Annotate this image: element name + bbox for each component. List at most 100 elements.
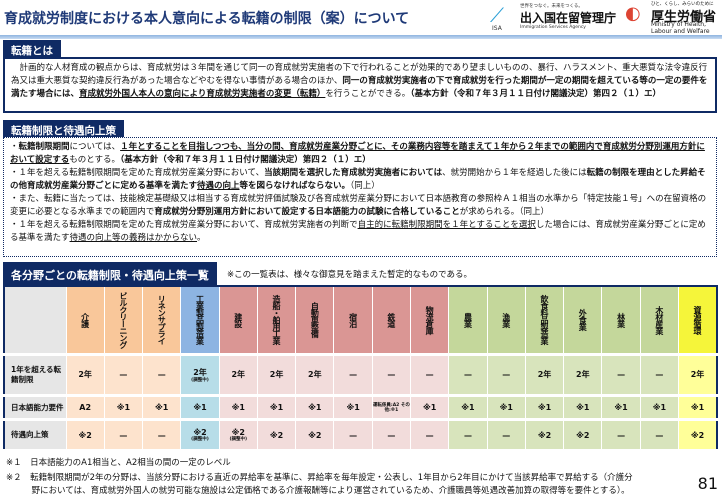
cell-value: 2年 <box>537 370 552 380</box>
cell-value: ※2 <box>690 430 705 440</box>
row-label: 待遇向上策 <box>4 419 67 452</box>
cell-value: ※1 <box>308 403 322 413</box>
mhlw-mark-icon: ◐ <box>625 3 641 24</box>
cell-value: — <box>349 430 358 440</box>
text: ・ <box>10 142 19 152</box>
isa-abbr: ISA <box>492 25 502 32</box>
table-cell: 2年 <box>66 354 105 398</box>
text: （基本方針（令和７年３月１１日付け閣議決定）第四２（１）エ） <box>410 89 661 99</box>
cell-value: ※1 <box>576 403 590 413</box>
cell-value: ※2 <box>308 430 322 440</box>
cell-value: — <box>157 370 166 380</box>
cell-value: ※2 <box>537 430 552 440</box>
table-cell: 2年 <box>257 354 297 398</box>
isa-name: 出入国在留管理庁 <box>520 11 617 25</box>
cell-value: ※1 <box>690 403 705 413</box>
cell-value: ※1 <box>499 403 513 413</box>
column-header: 農業 <box>448 286 488 356</box>
text: （基本方針（令和７年３月１１日付け閣議決定）第四２（１）エ） <box>120 155 371 165</box>
page-number: 81 <box>697 474 718 493</box>
table-cell: ※1 <box>295 395 335 422</box>
provisional-note: ※この一覧表は、様々な御意見を踏まえた暫定的なものである。 <box>227 270 473 280</box>
table-cell: ※1 <box>180 395 220 422</box>
cell-value: ※1 <box>346 403 360 413</box>
cell-value: — <box>157 430 166 440</box>
bullet-3: ・また、転籍に当たっては、技能検定基礎級又は相当する育成就労評価試験及び各育成就… <box>10 193 710 219</box>
cell-value: — <box>655 370 664 380</box>
cell-value: — <box>463 370 472 380</box>
text: については、 <box>69 142 121 152</box>
table-cell: ※1 <box>563 395 603 422</box>
cell-value: — <box>349 370 358 380</box>
footnote-2: ※２ 転籍制限期間が2年の分野は、当該分野における直近の昇給率を基準に、昇給率を… <box>6 473 633 483</box>
table-cell: — <box>142 354 182 398</box>
bullet-1: ・転籍制限期間については、１年とすることを目指しつつも、当分の間、育成就労産業分… <box>10 141 710 167</box>
text: 待遇の向上等の義務はかからない <box>69 233 198 243</box>
table-cell: ※2 <box>257 419 297 452</box>
column-header: 建設 <box>219 286 258 356</box>
table-cell: ※2 <box>295 419 335 452</box>
table-cell: — <box>410 354 450 398</box>
table-cell: ※1 <box>104 395 144 422</box>
table-cell: ※2 <box>563 419 603 452</box>
table-cell: ※1 <box>601 395 641 422</box>
cell-value: 2年 <box>308 370 322 380</box>
text: 等を図らなければならない。 <box>239 181 351 191</box>
cell-value: — <box>119 370 128 380</box>
isa-mark-icon: ⟋ <box>490 3 504 27</box>
table-cell: ※1 <box>257 395 297 422</box>
cell-subnote: (調整中) <box>191 437 209 443</box>
cell-value: ※1 <box>155 403 169 413</box>
footnote-2-cont: 野においては、育成就労外国人の就労可能な施設は公定価格である介護報酬等により運営… <box>6 486 630 496</box>
cell-value: — <box>655 430 664 440</box>
text: 当該期間を選択した育成就労実施者においては <box>264 168 443 178</box>
cell-value: — <box>502 370 511 380</box>
table-cell: 2年 <box>563 354 603 398</box>
table-cell: 2年 <box>219 354 258 398</box>
cell-value: 2年 <box>269 370 284 380</box>
cell-value: 2年 <box>193 367 207 377</box>
table-cell: 2年 <box>525 354 565 398</box>
cell-value: 2年 <box>690 370 705 380</box>
column-header: 造船・舶用工業 <box>257 286 297 356</box>
text: 、就労開始から１年を経過した後には <box>442 168 587 178</box>
cell-value: ※1 <box>193 403 207 413</box>
column-header: リネンサプライ <box>142 286 182 356</box>
cell-value: — <box>119 430 128 440</box>
cell-subnote: 運転係員:A2 その他:※1 <box>372 402 410 413</box>
table-cell: ※1 <box>142 395 182 422</box>
bullet-2: ・１年を超える転籍制限期間を定めた育成就労産業分野において、当該期間を選択した育… <box>10 167 710 193</box>
text: ものとする。 <box>69 155 120 165</box>
table-cell: ※1 <box>487 395 526 422</box>
cell-value: — <box>425 430 434 440</box>
cell-value: — <box>463 430 472 440</box>
cell-value: ※1 <box>269 403 284 413</box>
section-tab-list: 各分野ごとの転籍制限・待遇向上策一覧 <box>3 262 217 285</box>
isa-tagline: 世界をつなぐ。未来をつくる。 <box>520 4 583 9</box>
table-cell: ※2 <box>678 419 718 452</box>
text: ・１年を超える転籍制限期間を定めた育成就労産業分野において、 <box>10 168 265 178</box>
cell-subnote: (調整中) <box>229 437 248 443</box>
text: １年とすることを目指しつつも、当分の間、育成就労産業分野ごとに、その業務内容等を… <box>10 142 705 165</box>
text: を行うことができる。 <box>325 89 411 99</box>
header-divider <box>0 35 722 39</box>
text: 計画的な人材育成の観点からは、育成就労は３年間を通じて同一の育成就労実施者の下で… <box>11 63 708 86</box>
column-header: 資源循環 <box>678 286 718 356</box>
text: 育成就労分野別運用方針において設定する日本語能力の試験に合格していること <box>154 207 460 217</box>
table-cell: ※1 <box>525 395 565 422</box>
table-cell: ※2 (調整中) <box>219 419 258 452</box>
table-row: 日本語能力要件 A2 ※1 ※1 ※1 ※1 ※1 ※1 ※1 運転係員:A2 その他:※1 ※1 ※… <box>4 395 718 422</box>
column-header: ビルクリーニング <box>104 286 144 356</box>
text: ・また、転籍に当たっては、技能検定基礎級又は相当する育成就労評価試験及び各育成就… <box>10 194 707 217</box>
text: 待遇の向上 <box>197 181 240 191</box>
table-cell: — <box>487 354 526 398</box>
section-tab-restriction: 転籍制限と待遇向上策 <box>3 120 124 137</box>
row-label: 1年を超える転籍制限 <box>4 354 67 398</box>
table-cell: — <box>372 419 412 452</box>
text: 自主的に転籍制限期間を１年とすることを選択 <box>357 220 536 230</box>
table-row: 待遇向上策 ※2— — ※2 (調整中) ※2 (調整中) ※2 ※2— — — — — ※2 ※2— — ※2 <box>4 419 718 452</box>
table-cell: — <box>104 419 144 452</box>
row-label: 日本語能力要件 <box>4 395 67 422</box>
table-row: 1年を超える転籍制限 2年 — —2年 (調整中) 2年 2年 2年 — — — — —2年 2年 — —2年 <box>4 354 718 398</box>
text: 転籍の制限を理由とした昇給その他育成就労産業分野ごとに定める基準を満たす <box>10 168 706 191</box>
